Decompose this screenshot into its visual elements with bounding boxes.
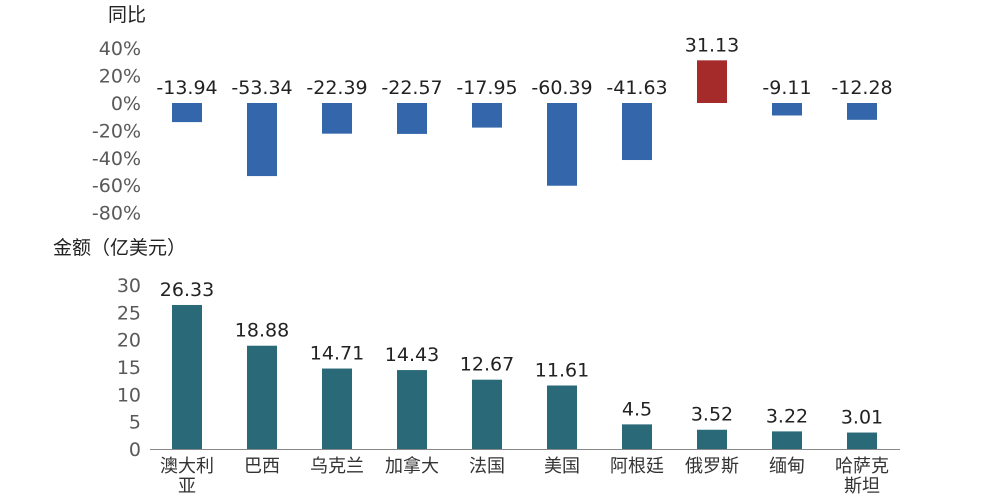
top-y-tick-label: 20%: [99, 66, 141, 88]
bottom-bar: [247, 345, 277, 449]
top-bar-value-label: -41.63: [606, 77, 667, 99]
x-category-label: 缅甸: [769, 456, 805, 477]
top-bar: [697, 60, 727, 103]
x-category-label: 俄罗斯: [685, 456, 739, 477]
bottom-bar-value-label: 11.61: [535, 359, 589, 381]
x-category-label: 乌克兰: [310, 456, 364, 477]
top-bar: [772, 103, 802, 116]
top-bar: [172, 103, 202, 123]
bottom-bar: [622, 424, 652, 449]
top-y-tick-label: -40%: [92, 148, 141, 170]
top-bar: [547, 103, 577, 186]
top-bar-value-label: -17.95: [456, 77, 517, 99]
bottom-bar: [772, 431, 802, 449]
top-y-tick-label: -60%: [92, 175, 141, 197]
bottom-bar: [322, 368, 352, 449]
top-bar: [622, 103, 652, 161]
bottom-bar-value-label: 12.67: [460, 354, 514, 376]
bottom-bar-value-label: 14.71: [310, 343, 364, 365]
bottom-y-tick-label: 20: [117, 330, 141, 352]
x-category-label: 阿根廷: [610, 456, 664, 477]
top-y-tick-label: 0%: [111, 93, 141, 115]
x-category-label: 亚: [178, 476, 196, 497]
top-bar-value-label: -60.39: [531, 77, 592, 99]
bottom-chart-title: 金额（亿美元）: [53, 237, 186, 259]
bottom-bar-value-label: 3.01: [841, 407, 883, 429]
bottom-y-tick-label: 0: [129, 439, 141, 461]
bottom-bar-value-label: 26.33: [160, 279, 214, 301]
top-bar: [322, 103, 352, 134]
top-bar-value-label: 31.13: [685, 34, 739, 56]
x-category-label: 巴西: [244, 456, 280, 477]
bottom-y-tick-label: 25: [117, 302, 141, 324]
bottom-bar: [172, 304, 202, 449]
bottom-bar-value-label: 3.52: [691, 404, 733, 426]
top-bar: [397, 103, 427, 134]
x-category-label: 哈萨克: [835, 456, 889, 477]
bottom-bar-value-label: 4.5: [622, 398, 652, 420]
top-y-tick-label: 40%: [99, 38, 141, 60]
top-bar-value-label: -22.57: [381, 77, 442, 99]
bottom-bar: [472, 379, 502, 449]
bottom-bar-value-label: 3.22: [766, 405, 808, 427]
top-bar: [472, 103, 502, 128]
top-bar-value-label: -9.11: [762, 77, 811, 99]
bottom-bar-value-label: 14.43: [385, 344, 439, 366]
top-bar-value-label: -22.39: [306, 77, 367, 99]
bottom-bar: [697, 429, 727, 449]
top-bar-value-label: -13.94: [156, 77, 217, 99]
bottom-bar: [397, 370, 427, 449]
bottom-y-tick-label: 5: [129, 412, 141, 434]
x-category-label: 澳大利: [160, 456, 214, 477]
bottom-y-tick-label: 30: [117, 275, 141, 297]
top-bar: [247, 103, 277, 177]
top-chart-title: 同比: [108, 4, 146, 26]
bottom-y-tick-label: 15: [117, 357, 141, 379]
x-category-label: 法国: [469, 456, 505, 477]
bottom-bar: [847, 432, 877, 449]
bottom-bar-value-label: 18.88: [235, 320, 289, 342]
top-bar-value-label: -12.28: [831, 77, 892, 99]
bottom-bar: [547, 385, 577, 449]
top-y-tick-label: -20%: [92, 120, 141, 142]
bottom-y-tick-label: 10: [117, 384, 141, 406]
x-category-label: 美国: [544, 456, 580, 477]
top-bar-value-label: -53.34: [231, 77, 292, 99]
x-category-label: 加拿大: [385, 455, 439, 477]
top-bar: [847, 103, 877, 120]
top-y-tick-label: -80%: [92, 203, 141, 225]
x-category-label: 斯坦: [844, 476, 880, 497]
